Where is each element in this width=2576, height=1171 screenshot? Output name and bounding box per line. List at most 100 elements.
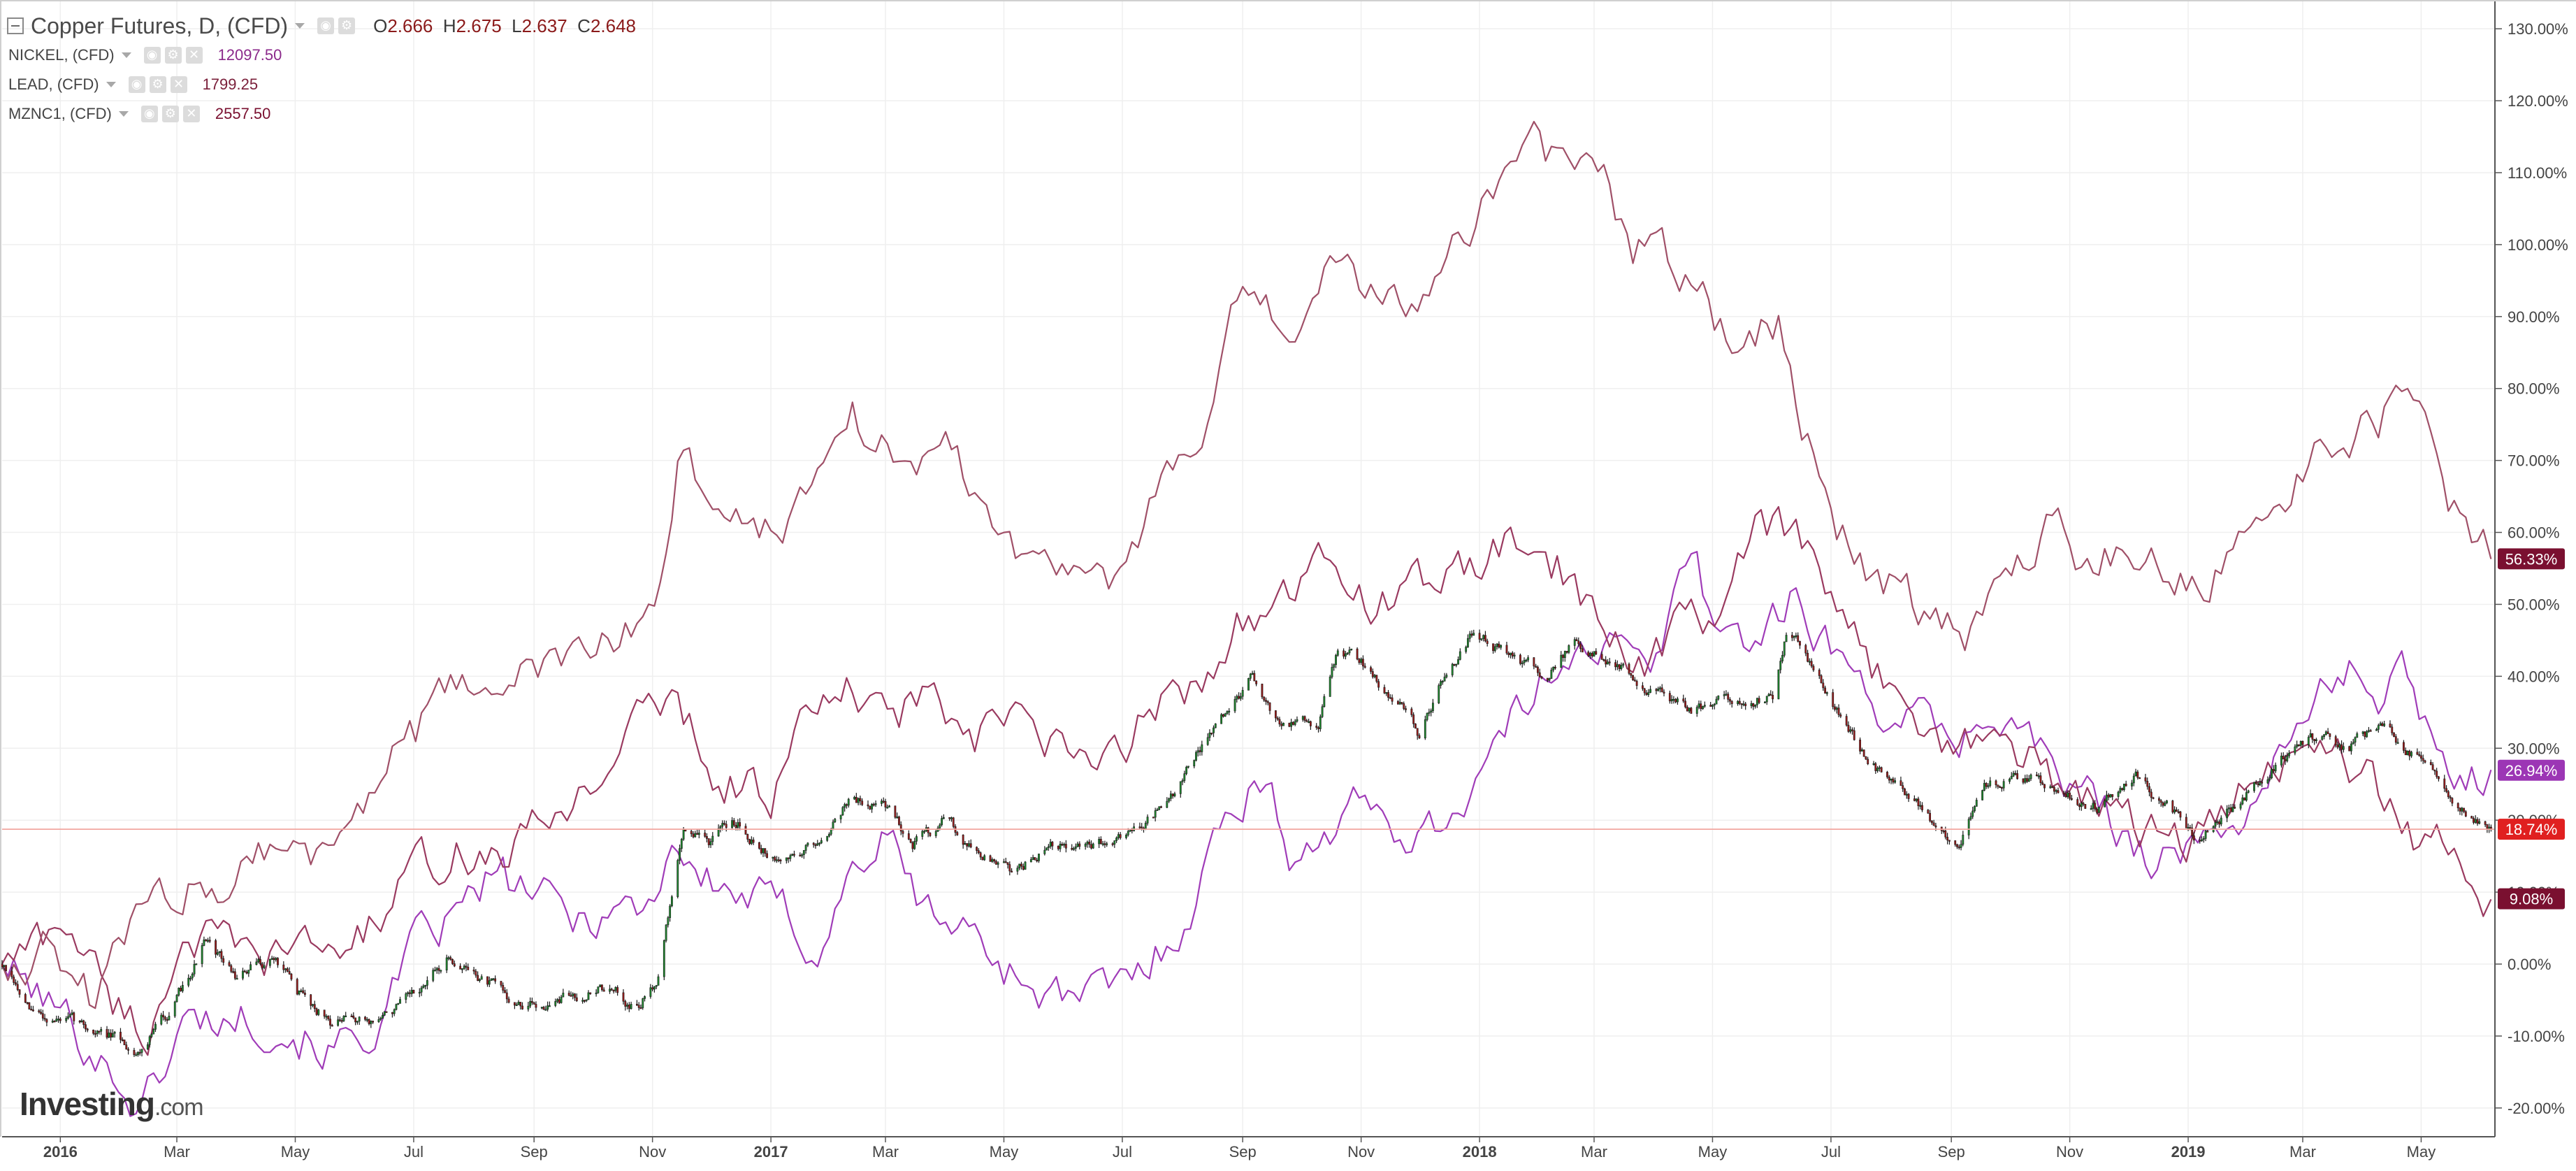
settings-gear-icon[interactable]: ⚙ bbox=[338, 17, 356, 34]
candle-down bbox=[2369, 730, 2372, 732]
candle-down bbox=[1663, 691, 1665, 694]
collapse-legend-icon[interactable] bbox=[7, 17, 24, 34]
candle-up bbox=[2294, 746, 2296, 754]
candle-up bbox=[1226, 711, 1229, 714]
candle-down bbox=[1486, 640, 1489, 644]
candle-up bbox=[1183, 773, 1186, 781]
candle-down bbox=[2463, 807, 2465, 812]
candle-down bbox=[1847, 724, 1850, 732]
candle-up bbox=[2067, 792, 2069, 798]
candle-up bbox=[921, 831, 924, 837]
candle-down bbox=[1575, 639, 1578, 642]
candle-down bbox=[1370, 667, 1372, 672]
candle-down bbox=[331, 1025, 333, 1027]
candle-up bbox=[1430, 710, 1433, 713]
candle-up bbox=[236, 977, 238, 980]
candle-up bbox=[2324, 731, 2327, 735]
candle-up bbox=[1795, 635, 1797, 637]
remove-close-icon[interactable]: ✕ bbox=[185, 47, 203, 64]
candle-up bbox=[669, 905, 672, 918]
candle-up bbox=[2396, 742, 2399, 744]
candle-up bbox=[1698, 703, 1700, 707]
candle-down bbox=[994, 861, 997, 865]
candle-down bbox=[500, 981, 502, 986]
candle-up bbox=[644, 996, 646, 999]
candle-down bbox=[2393, 733, 2395, 737]
candle-down bbox=[41, 1013, 44, 1019]
candle-down bbox=[1022, 865, 1025, 870]
remove-close-icon[interactable]: ✕ bbox=[182, 106, 200, 122]
investing-logo: Investing.com bbox=[20, 1086, 204, 1122]
candle-up bbox=[1173, 793, 1176, 796]
candle-down bbox=[1414, 724, 1417, 729]
candle-down bbox=[1682, 698, 1685, 702]
candle-up bbox=[191, 973, 194, 979]
candle-down bbox=[273, 958, 275, 961]
candle-down bbox=[1770, 694, 1772, 696]
candle-up bbox=[1754, 704, 1756, 707]
candle-up bbox=[2187, 827, 2190, 829]
candle-down bbox=[1152, 817, 1155, 819]
candle-up bbox=[665, 924, 667, 941]
candle-down bbox=[2403, 742, 2405, 751]
candle-down bbox=[121, 1039, 124, 1041]
candle-down bbox=[1222, 714, 1224, 717]
remove-close-icon[interactable]: ✕ bbox=[170, 76, 187, 93]
candle-down bbox=[779, 859, 782, 861]
candle-down bbox=[24, 994, 27, 1003]
candle-down bbox=[1729, 699, 1731, 702]
candle-up bbox=[1154, 810, 1157, 818]
candle-down bbox=[1851, 729, 1853, 731]
candle-up bbox=[96, 1030, 99, 1034]
candle-up bbox=[312, 1004, 314, 1006]
candle-down bbox=[732, 820, 735, 826]
candle-down bbox=[1111, 843, 1114, 845]
candle-down bbox=[2177, 811, 2180, 813]
candle-up bbox=[255, 961, 258, 965]
settings-gear-icon[interactable]: ⚙ bbox=[164, 47, 182, 64]
candle-up bbox=[410, 990, 413, 994]
candle-up bbox=[2296, 744, 2299, 747]
candle-up bbox=[150, 1033, 153, 1037]
candle-up bbox=[717, 828, 720, 837]
candle-up bbox=[1975, 800, 1978, 807]
candle-down bbox=[1562, 654, 1564, 659]
overlay-dropdown-icon[interactable] bbox=[106, 82, 116, 87]
visibility-toggle-icon[interactable]: ◉ bbox=[128, 76, 145, 93]
overlay-dropdown-icon[interactable] bbox=[121, 52, 131, 58]
candle-down bbox=[1834, 706, 1836, 710]
candle-up bbox=[2010, 775, 2013, 780]
main-series-title: Copper Futures, D, (CFD) bbox=[31, 13, 289, 38]
candle-up bbox=[1649, 689, 1651, 693]
candle-up bbox=[1443, 677, 1446, 682]
candle-down bbox=[898, 817, 900, 825]
overlay-dropdown-icon[interactable] bbox=[118, 111, 129, 117]
candle-up bbox=[844, 804, 846, 808]
visibility-toggle-icon[interactable]: ◉ bbox=[317, 17, 335, 34]
visibility-toggle-icon[interactable]: ◉ bbox=[143, 47, 161, 64]
candle-up bbox=[1525, 659, 1528, 662]
candle-down bbox=[86, 1028, 89, 1030]
candle-down bbox=[2416, 752, 2419, 755]
main-series-dropdown-icon[interactable] bbox=[295, 23, 305, 29]
candle-up bbox=[1974, 806, 1976, 812]
candle-down bbox=[1944, 831, 1947, 838]
settings-gear-icon[interactable]: ⚙ bbox=[149, 76, 166, 93]
low-label: L bbox=[512, 15, 522, 36]
candle-down bbox=[1865, 756, 1867, 760]
candle-down bbox=[636, 1004, 638, 1006]
settings-gear-icon[interactable]: ⚙ bbox=[161, 106, 179, 122]
candle-down bbox=[467, 966, 470, 970]
visibility-toggle-icon[interactable]: ◉ bbox=[140, 106, 158, 122]
candle-up bbox=[1872, 763, 1875, 766]
candle-down bbox=[1932, 822, 1935, 826]
candle-down bbox=[1519, 654, 1521, 664]
candle-up bbox=[218, 951, 221, 953]
candle-down bbox=[261, 963, 263, 968]
candle-up bbox=[1059, 844, 1062, 849]
candle-down bbox=[882, 800, 885, 803]
candle-up bbox=[802, 850, 805, 855]
candle-up bbox=[2245, 792, 2248, 800]
candle-down bbox=[651, 987, 654, 990]
